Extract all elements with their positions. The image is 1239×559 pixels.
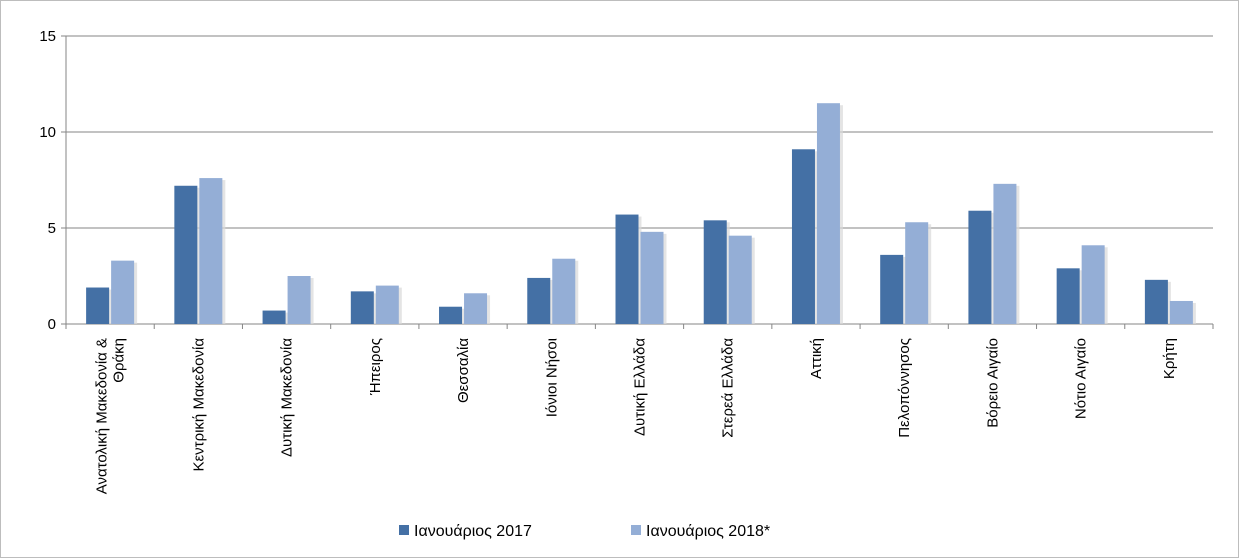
category-label: Κρήτη xyxy=(1161,338,1178,379)
bar-series-1 xyxy=(86,287,110,324)
y-tick-label: 10 xyxy=(39,124,56,141)
category-label: Ήπειρος xyxy=(367,338,384,396)
bar-series-2 xyxy=(993,183,1017,324)
bar-series-2 xyxy=(1081,245,1105,324)
y-tick-label: 5 xyxy=(48,220,56,237)
bar-series-1 xyxy=(262,310,286,324)
y-tick-label: 0 xyxy=(48,316,56,333)
bar-series-2 xyxy=(111,260,135,324)
y-tick-label: 15 xyxy=(39,28,56,45)
category-label: Κεντρική Μακεδονία xyxy=(190,338,207,472)
category-label: Θράκη xyxy=(111,338,128,383)
bar-series-2 xyxy=(199,178,223,324)
bar-series-2 xyxy=(287,276,311,324)
bar-series-2 xyxy=(728,235,752,324)
category-labels: Ανατολική Μακεδονία & Θράκη Κεντρική Μακεδ… xyxy=(94,338,1178,495)
category-label: Θεσσαλία xyxy=(455,338,472,403)
category-label: Πελοπόννησος xyxy=(896,338,913,438)
category-label: Βόρειο Αιγαίο xyxy=(984,338,1001,428)
bar-series-2 xyxy=(905,222,929,324)
bar-series-2 xyxy=(816,103,840,324)
bar-series-1 xyxy=(527,277,551,324)
category-label: Αττική xyxy=(808,338,825,379)
bar-series-1 xyxy=(615,214,639,324)
legend-swatch xyxy=(399,525,409,535)
bar-series-1 xyxy=(350,291,374,324)
legend-label: Ιανουάριος 2018* xyxy=(646,523,770,540)
legend: Ιανουάριος 2017 Ιανουάριος 2018* xyxy=(399,523,770,540)
bar-series-1 xyxy=(439,306,463,324)
category-label: Ιόνιοι Νήσοι xyxy=(543,338,560,417)
legend-label: Ιανουάριος 2017 xyxy=(414,523,532,540)
bar-series-2 xyxy=(1169,300,1193,324)
bar-series-1 xyxy=(880,254,904,324)
bars xyxy=(86,103,1196,324)
bar-series-1 xyxy=(1144,279,1168,324)
bar-series-2 xyxy=(464,293,488,324)
bar-series-1 xyxy=(174,185,198,324)
bar-series-1 xyxy=(791,149,815,324)
bar-series-1 xyxy=(703,220,727,324)
bar-series-2 xyxy=(640,231,664,324)
bar-series-2 xyxy=(375,285,399,324)
category-label: Δυτική Ελλάδα xyxy=(632,338,649,436)
bar-series-2 xyxy=(552,258,576,324)
legend-swatch xyxy=(631,525,641,535)
bar-series-1 xyxy=(968,210,992,324)
category-label: Νότιο Αιγαίο xyxy=(1073,338,1090,419)
category-label: Δυτική Μακεδονία xyxy=(279,338,296,457)
category-label: Ανατολική Μακεδονία & xyxy=(94,338,111,494)
gridlines xyxy=(66,35,1213,229)
category-label: Στερεά Ελλάδα xyxy=(720,338,737,438)
bar-series-1 xyxy=(1056,268,1080,324)
